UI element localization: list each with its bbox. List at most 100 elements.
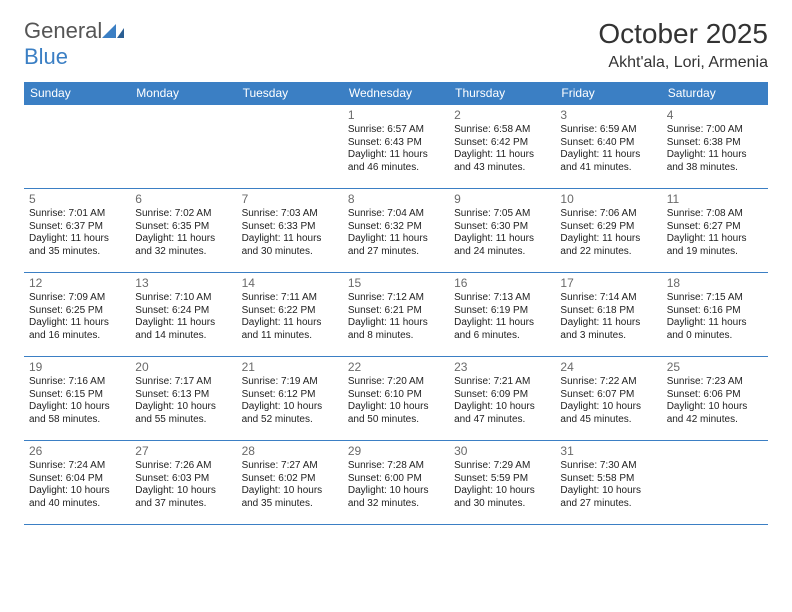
day-number: 28 <box>242 444 338 458</box>
day-number: 3 <box>560 108 656 122</box>
calendar-row: 5 Sunrise: 7:01 AMSunset: 6:37 PMDaylight… <box>24 189 768 273</box>
day-details: Sunrise: 7:00 AMSunset: 6:38 PMDaylight:… <box>667 124 763 174</box>
day-number: 14 <box>242 276 338 290</box>
brand-name-b: Blue <box>24 44 68 69</box>
location: Akht'ala, Lori, Armenia <box>598 54 768 72</box>
calendar-day: 11 Sunrise: 7:08 AMSunset: 6:27 PMDayligh… <box>662 189 768 273</box>
day-number: 11 <box>667 192 763 206</box>
day-details: Sunrise: 7:01 AMSunset: 6:37 PMDaylight:… <box>29 208 125 258</box>
calendar-day: 14Sunrise: 7:11 AMSunset: 6:22 PMDayligh… <box>237 273 343 357</box>
day-number: 25 <box>667 360 763 374</box>
calendar-day: 27 Sunrise: 7:26 AMSunset: 6:03 PMDayligh… <box>130 441 236 525</box>
weekday-header: Wednesday <box>343 82 449 105</box>
calendar-day: 12 Sunrise: 7:09 AMSunset: 6:25 PMDayligh… <box>24 273 130 357</box>
day-details: Sunrise: 7:15 AMSunset: 6:16 PMDaylight:… <box>667 292 763 342</box>
day-number: 5 <box>29 192 125 206</box>
calendar-row: 26Sunrise: 7:24 AMSunset: 6:04 PMDayligh… <box>24 441 768 525</box>
day-number: 15 <box>348 276 444 290</box>
calendar-day: 28Sunrise: 7:27 AMSunset: 6:02 PMDayligh… <box>237 441 343 525</box>
calendar-day: 23 Sunrise: 7:21 AMSunset: 6:09 PMDayligh… <box>449 357 555 441</box>
calendar-day: 13 Sunrise: 7:10 AMSunset: 6:24 PMDayligh… <box>130 273 236 357</box>
calendar-table: SundayMondayTuesdayWednesdayThursdayFrid… <box>24 82 768 525</box>
weekday-header: Sunday <box>24 82 130 105</box>
calendar-day: 10 Sunrise: 7:06 AMSunset: 6:29 PMDayligh… <box>555 189 661 273</box>
day-number: 19 <box>29 360 125 374</box>
calendar-day: 3 Sunrise: 6:59 AMSunset: 6:40 PMDaylight… <box>555 105 661 189</box>
calendar-day: 5 Sunrise: 7:01 AMSunset: 6:37 PMDaylight… <box>24 189 130 273</box>
day-details: Sunrise: 6:59 AMSunset: 6:40 PMDaylight:… <box>560 124 656 174</box>
calendar-day: 18 Sunrise: 7:15 AMSunset: 6:16 PMDayligh… <box>662 273 768 357</box>
calendar-day: 4 Sunrise: 7:00 AMSunset: 6:38 PMDaylight… <box>662 105 768 189</box>
day-details: Sunrise: 7:03 AMSunset: 6:33 PMDaylight:… <box>242 208 338 258</box>
day-details: Sunrise: 7:04 AMSunset: 6:32 PMDaylight:… <box>348 208 444 258</box>
calendar-day: 20 Sunrise: 7:17 AMSunset: 6:13 PMDayligh… <box>130 357 236 441</box>
day-details: Sunrise: 7:23 AMSunset: 6:06 PMDaylight:… <box>667 376 763 426</box>
day-number: 4 <box>667 108 763 122</box>
day-number: 21 <box>242 360 338 374</box>
brand-name-a: General <box>24 18 102 43</box>
calendar-day: 25 Sunrise: 7:23 AMSunset: 6:06 PMDayligh… <box>662 357 768 441</box>
day-details: Sunrise: 7:08 AMSunset: 6:27 PMDaylight:… <box>667 208 763 258</box>
day-details: Sunrise: 7:29 AMSunset: 5:59 PMDaylight:… <box>454 460 550 510</box>
day-details: Sunrise: 7:30 AMSunset: 5:58 PMDaylight:… <box>560 460 656 510</box>
day-number: 31 <box>560 444 656 458</box>
calendar-day: 6 Sunrise: 7:02 AMSunset: 6:35 PMDaylight… <box>130 189 236 273</box>
day-number: 24 <box>560 360 656 374</box>
day-number: 10 <box>560 192 656 206</box>
day-details: Sunrise: 7:09 AMSunset: 6:25 PMDaylight:… <box>29 292 125 342</box>
day-number: 23 <box>454 360 550 374</box>
brand-logo: General Blue <box>24 18 124 70</box>
day-number: 7 <box>242 192 338 206</box>
calendar-day-empty <box>237 105 343 189</box>
day-number: 1 <box>348 108 444 122</box>
day-details: Sunrise: 7:21 AMSunset: 6:09 PMDaylight:… <box>454 376 550 426</box>
day-details: Sunrise: 7:28 AMSunset: 6:00 PMDaylight:… <box>348 460 444 510</box>
day-details: Sunrise: 7:10 AMSunset: 6:24 PMDaylight:… <box>135 292 231 342</box>
weekday-header: Thursday <box>449 82 555 105</box>
day-details: Sunrise: 7:12 AMSunset: 6:21 PMDaylight:… <box>348 292 444 342</box>
calendar-day: 16 Sunrise: 7:13 AMSunset: 6:19 PMDayligh… <box>449 273 555 357</box>
day-details: Sunrise: 6:58 AMSunset: 6:42 PMDaylight:… <box>454 124 550 174</box>
title-block: October 2025 Akht'ala, Lori, Armenia <box>598 18 768 72</box>
day-details: Sunrise: 7:13 AMSunset: 6:19 PMDaylight:… <box>454 292 550 342</box>
day-details: Sunrise: 7:24 AMSunset: 6:04 PMDaylight:… <box>29 460 125 510</box>
calendar-row: 1Sunrise: 6:57 AMSunset: 6:43 PMDaylight… <box>24 105 768 189</box>
day-number: 12 <box>29 276 125 290</box>
calendar-day: 7 Sunrise: 7:03 AMSunset: 6:33 PMDaylight… <box>237 189 343 273</box>
calendar-day: 2 Sunrise: 6:58 AMSunset: 6:42 PMDaylight… <box>449 105 555 189</box>
day-details: Sunrise: 7:19 AMSunset: 6:12 PMDaylight:… <box>242 376 338 426</box>
day-number: 20 <box>135 360 231 374</box>
day-details: Sunrise: 7:20 AMSunset: 6:10 PMDaylight:… <box>348 376 444 426</box>
calendar-day: 31 Sunrise: 7:30 AMSunset: 5:58 PMDayligh… <box>555 441 661 525</box>
day-details: Sunrise: 7:06 AMSunset: 6:29 PMDaylight:… <box>560 208 656 258</box>
calendar-row: 19 Sunrise: 7:16 AMSunset: 6:15 PMDayligh… <box>24 357 768 441</box>
day-details: Sunrise: 7:22 AMSunset: 6:07 PMDaylight:… <box>560 376 656 426</box>
day-details: Sunrise: 7:17 AMSunset: 6:13 PMDaylight:… <box>135 376 231 426</box>
day-details: Sunrise: 7:16 AMSunset: 6:15 PMDaylight:… <box>29 376 125 426</box>
calendar-day: 19 Sunrise: 7:16 AMSunset: 6:15 PMDayligh… <box>24 357 130 441</box>
day-number: 29 <box>348 444 444 458</box>
calendar-day: 9Sunrise: 7:05 AMSunset: 6:30 PMDaylight… <box>449 189 555 273</box>
day-number: 6 <box>135 192 231 206</box>
day-number: 13 <box>135 276 231 290</box>
calendar-day-empty <box>24 105 130 189</box>
day-number: 2 <box>454 108 550 122</box>
calendar-day: 30 Sunrise: 7:29 AMSunset: 5:59 PMDayligh… <box>449 441 555 525</box>
weekday-header: Friday <box>555 82 661 105</box>
day-details: Sunrise: 7:05 AMSunset: 6:30 PMDaylight:… <box>454 208 550 258</box>
sail-icon <box>102 24 124 38</box>
day-details: Sunrise: 7:26 AMSunset: 6:03 PMDaylight:… <box>135 460 231 510</box>
day-number: 16 <box>454 276 550 290</box>
day-number: 27 <box>135 444 231 458</box>
day-number: 8 <box>348 192 444 206</box>
calendar-day: 15 Sunrise: 7:12 AMSunset: 6:21 PMDayligh… <box>343 273 449 357</box>
weekday-header: Monday <box>130 82 236 105</box>
day-details: Sunrise: 7:02 AMSunset: 6:35 PMDaylight:… <box>135 208 231 258</box>
month-title: October 2025 <box>598 18 768 50</box>
calendar-day: 17Sunrise: 7:14 AMSunset: 6:18 PMDayligh… <box>555 273 661 357</box>
day-number: 18 <box>667 276 763 290</box>
header: General Blue October 2025 Akht'ala, Lori… <box>24 18 768 72</box>
day-number: 30 <box>454 444 550 458</box>
day-number: 22 <box>348 360 444 374</box>
calendar-day: 21 Sunrise: 7:19 AMSunset: 6:12 PMDayligh… <box>237 357 343 441</box>
